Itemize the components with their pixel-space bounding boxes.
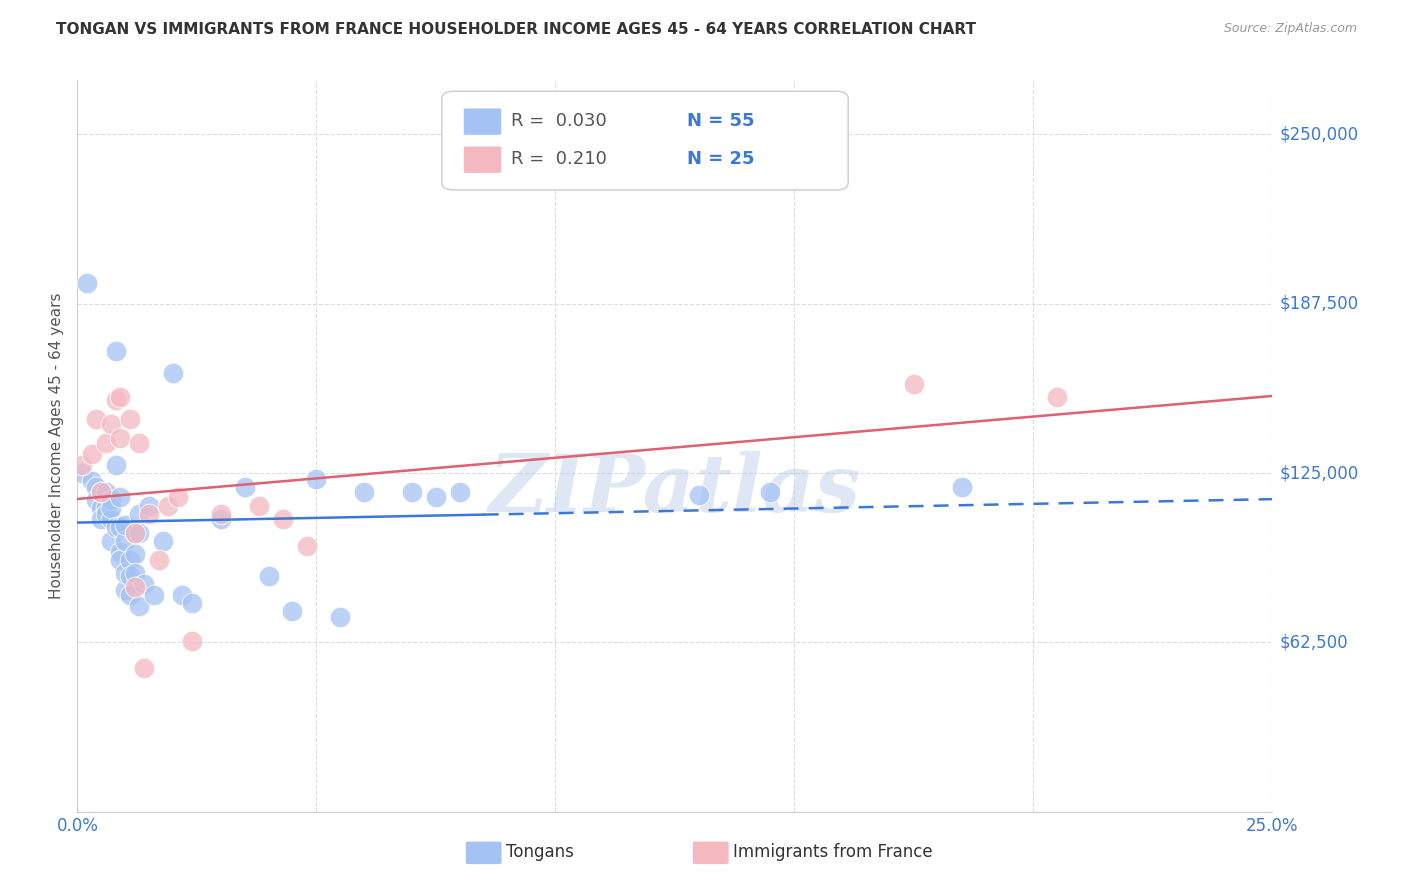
Point [70,466,93,480]
Point [86,493,108,508]
Point [162,366,184,380]
Point [152,533,174,548]
Text: ZIPatlas: ZIPatlas [489,451,860,529]
Point [124,580,146,594]
Point [329,609,352,624]
Point [80,474,103,488]
FancyBboxPatch shape [441,91,848,190]
Point [124,547,146,561]
Point [401,485,423,500]
Text: R =  0.210: R = 0.210 [512,150,607,168]
Point [110,553,132,567]
Point [80,447,103,461]
Point [114,533,136,548]
Text: Source: ZipAtlas.com: Source: ZipAtlas.com [1223,22,1357,36]
Point [90,485,112,500]
Point [138,507,160,521]
Point [110,390,132,404]
Point [353,485,375,500]
Point [295,539,318,553]
Point [148,553,170,567]
Point [110,491,132,505]
Point [100,493,122,508]
Point [134,661,156,675]
Point [128,507,150,521]
Point [305,471,328,485]
Point [759,485,782,500]
Point [90,501,112,516]
Point [100,501,122,516]
Point [209,507,232,521]
Point [90,512,112,526]
Point [181,634,204,648]
Text: Immigrants from France: Immigrants from France [734,843,932,861]
Text: $125,000: $125,000 [1279,464,1358,482]
Point [94,501,117,516]
Point [233,480,256,494]
Point [142,588,165,602]
Point [247,499,270,513]
Point [181,596,204,610]
Point [86,480,108,494]
Y-axis label: Householder Income Ages 45 - 64 years: Householder Income Ages 45 - 64 years [49,293,65,599]
Text: $250,000: $250,000 [1279,126,1358,144]
Point [425,491,447,505]
Point [449,485,471,500]
Point [86,412,108,426]
Point [172,588,194,602]
Point [271,512,294,526]
Point [110,520,132,534]
Point [688,488,710,502]
Point [124,525,146,540]
Point [114,566,136,581]
Point [903,376,925,391]
Point [110,431,132,445]
Point [114,582,136,597]
FancyBboxPatch shape [464,146,502,173]
Point [209,512,232,526]
FancyBboxPatch shape [464,108,502,136]
Point [104,458,127,472]
Point [166,491,188,505]
Point [128,525,150,540]
Point [94,507,117,521]
Point [157,499,180,513]
Point [110,544,132,558]
Text: TONGAN VS IMMIGRANTS FROM FRANCE HOUSEHOLDER INCOME AGES 45 - 64 YEARS CORRELATI: TONGAN VS IMMIGRANTS FROM FRANCE HOUSEHO… [56,22,976,37]
Point [257,569,280,583]
Point [281,604,304,618]
Point [124,525,146,540]
Point [128,599,150,613]
Text: $187,500: $187,500 [1279,294,1358,313]
Point [118,588,141,602]
Point [124,566,146,581]
Text: Tongans: Tongans [506,843,574,861]
Point [100,417,122,432]
Point [104,344,127,359]
Point [118,569,141,583]
Point [100,533,122,548]
Point [138,499,160,513]
Text: N = 25: N = 25 [688,150,755,168]
Point [104,392,127,407]
Point [1046,390,1069,404]
Point [128,436,150,450]
Point [100,512,122,526]
Point [94,436,117,450]
Point [114,517,136,532]
Text: N = 55: N = 55 [688,112,755,129]
Point [104,520,127,534]
Point [94,485,117,500]
Text: R =  0.030: R = 0.030 [512,112,607,129]
Point [134,577,156,591]
Point [70,458,93,472]
Point [118,553,141,567]
Point [90,485,112,500]
Point [118,412,141,426]
Text: $62,500: $62,500 [1279,633,1348,651]
Point [950,480,973,494]
Point [76,277,98,291]
